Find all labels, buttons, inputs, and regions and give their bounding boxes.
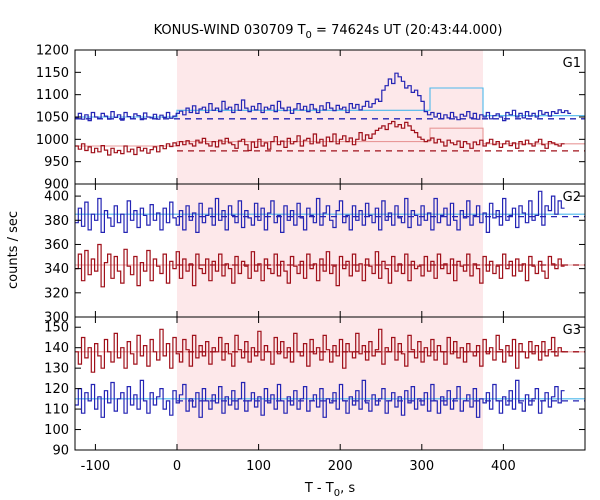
- y-tick-label: 340: [44, 262, 69, 277]
- burst-interval-shade: [177, 50, 483, 184]
- x-tick-label: -100: [81, 459, 111, 474]
- y-tick-label: 360: [44, 238, 69, 253]
- y-tick-label: 300: [44, 311, 69, 326]
- x-tick-label: 100: [246, 459, 271, 474]
- y-tick-label: 130: [44, 362, 69, 377]
- panel-g2: 300 320 340 360 380 400 G2: [44, 183, 586, 326]
- panel-g3: 90 100 110 120 130 140 150 G3: [44, 316, 586, 459]
- y-tick-label: 150: [44, 321, 69, 336]
- x-axis-label-subscript: 0: [334, 488, 340, 499]
- y-tick-label: 90: [52, 444, 69, 459]
- panel-frame: [74, 316, 586, 451]
- y-tick-label: 120: [44, 382, 69, 397]
- y-tick-label: 1150: [36, 66, 69, 81]
- panel-label: G1: [563, 56, 581, 71]
- panel-plot-area: [75, 328, 585, 418]
- y-tick-label: 400: [44, 190, 69, 205]
- y-tick-label: 1200: [36, 44, 69, 59]
- y-tick-label: 100: [44, 423, 69, 438]
- y-tick-label: 380: [44, 214, 69, 229]
- y-tick-label: 900: [44, 178, 69, 193]
- series-red-histogram: [75, 120, 565, 156]
- panel-g1: 900 950 1000 1050 1100 1150 1200 G1: [36, 44, 586, 193]
- x-axis-label-main: T - T: [304, 481, 334, 496]
- chart-title-rest: = 74624s UT (20:43:44.000): [312, 23, 502, 38]
- panel-plot-area: [75, 72, 585, 156]
- y-tick-label: 110: [44, 403, 69, 418]
- panel-plot-area: [75, 190, 585, 288]
- y-tick-label: 1050: [36, 111, 69, 126]
- chart-title: KONUS-WIND 030709 T0 = 74624s UT (20:43:…: [154, 23, 503, 41]
- x-axis-label-rest: , s: [340, 481, 355, 496]
- y-tick-label: 1100: [36, 88, 69, 103]
- y-tick-label: 140: [44, 341, 69, 356]
- chart-title-main: KONUS-WIND 030709 T: [154, 23, 306, 38]
- panels-group: 90095010001050110011501200G1300320340360…: [36, 44, 586, 474]
- fit-line-cyan: [75, 87, 585, 118]
- x-tick-label: 400: [491, 459, 516, 474]
- x-tick-label: 200: [328, 459, 353, 474]
- x-tick-label: 0: [173, 459, 181, 474]
- chart-title-subscript: 0: [306, 30, 312, 41]
- series-blue-histogram: [75, 72, 572, 122]
- series-blue-histogram: [75, 379, 565, 418]
- burst-interval-shade: [177, 317, 483, 450]
- x-tick-label: 300: [409, 459, 434, 474]
- y-axis-label: counts / sec: [6, 211, 21, 289]
- y-tick-label: 1000: [36, 133, 69, 148]
- series-blue-histogram: [75, 190, 565, 233]
- panel-label: G3: [563, 323, 581, 338]
- panel-label: G2: [563, 190, 581, 205]
- y-tick-label: 320: [44, 286, 69, 301]
- x-axis-label: T - T0, s: [304, 481, 355, 499]
- series-red-histogram: [75, 243, 565, 288]
- series-red-histogram: [75, 328, 565, 373]
- y-tick-label: 950: [44, 155, 69, 170]
